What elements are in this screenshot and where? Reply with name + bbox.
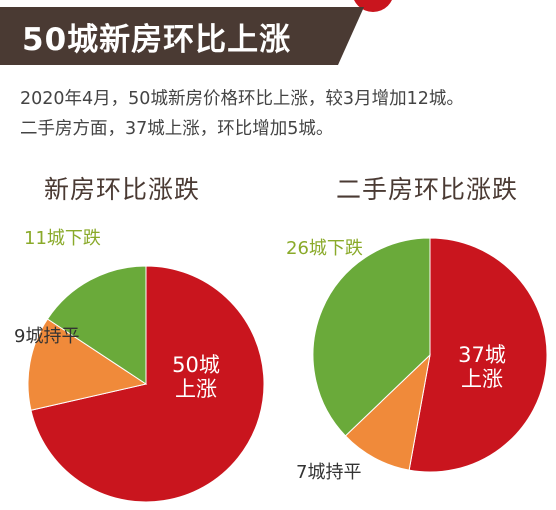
pie-label-new-rise: 50城上涨	[172, 353, 220, 401]
pie-slice-new-flat	[27, 318, 148, 411]
summary-line-2: 二手房方面，37城上涨，环比增加5城。	[20, 119, 334, 139]
page-title: 50城新房环比上涨	[22, 22, 292, 58]
summary-line-1: 2020年4月，50城新房价格环比上涨，较3月增加12城。	[20, 89, 464, 109]
pie-slice-new-fall	[46, 265, 147, 385]
summary-text: 2020年4月，50城新房价格环比上涨，较3月增加12城。 二手房方面，37城上…	[20, 84, 550, 144]
pie-label-new-fall: 11城下跌	[24, 228, 101, 249]
chart-title-resale-homes: 二手房环比涨跌	[336, 175, 519, 204]
pie-slice-new-rise	[30, 265, 265, 503]
title-banner: 50城新房环比上涨	[0, 7, 364, 65]
chart-title-new-homes: 新房环比涨跌	[44, 175, 201, 204]
pie-label-new-flat: 9城持平	[14, 326, 79, 347]
